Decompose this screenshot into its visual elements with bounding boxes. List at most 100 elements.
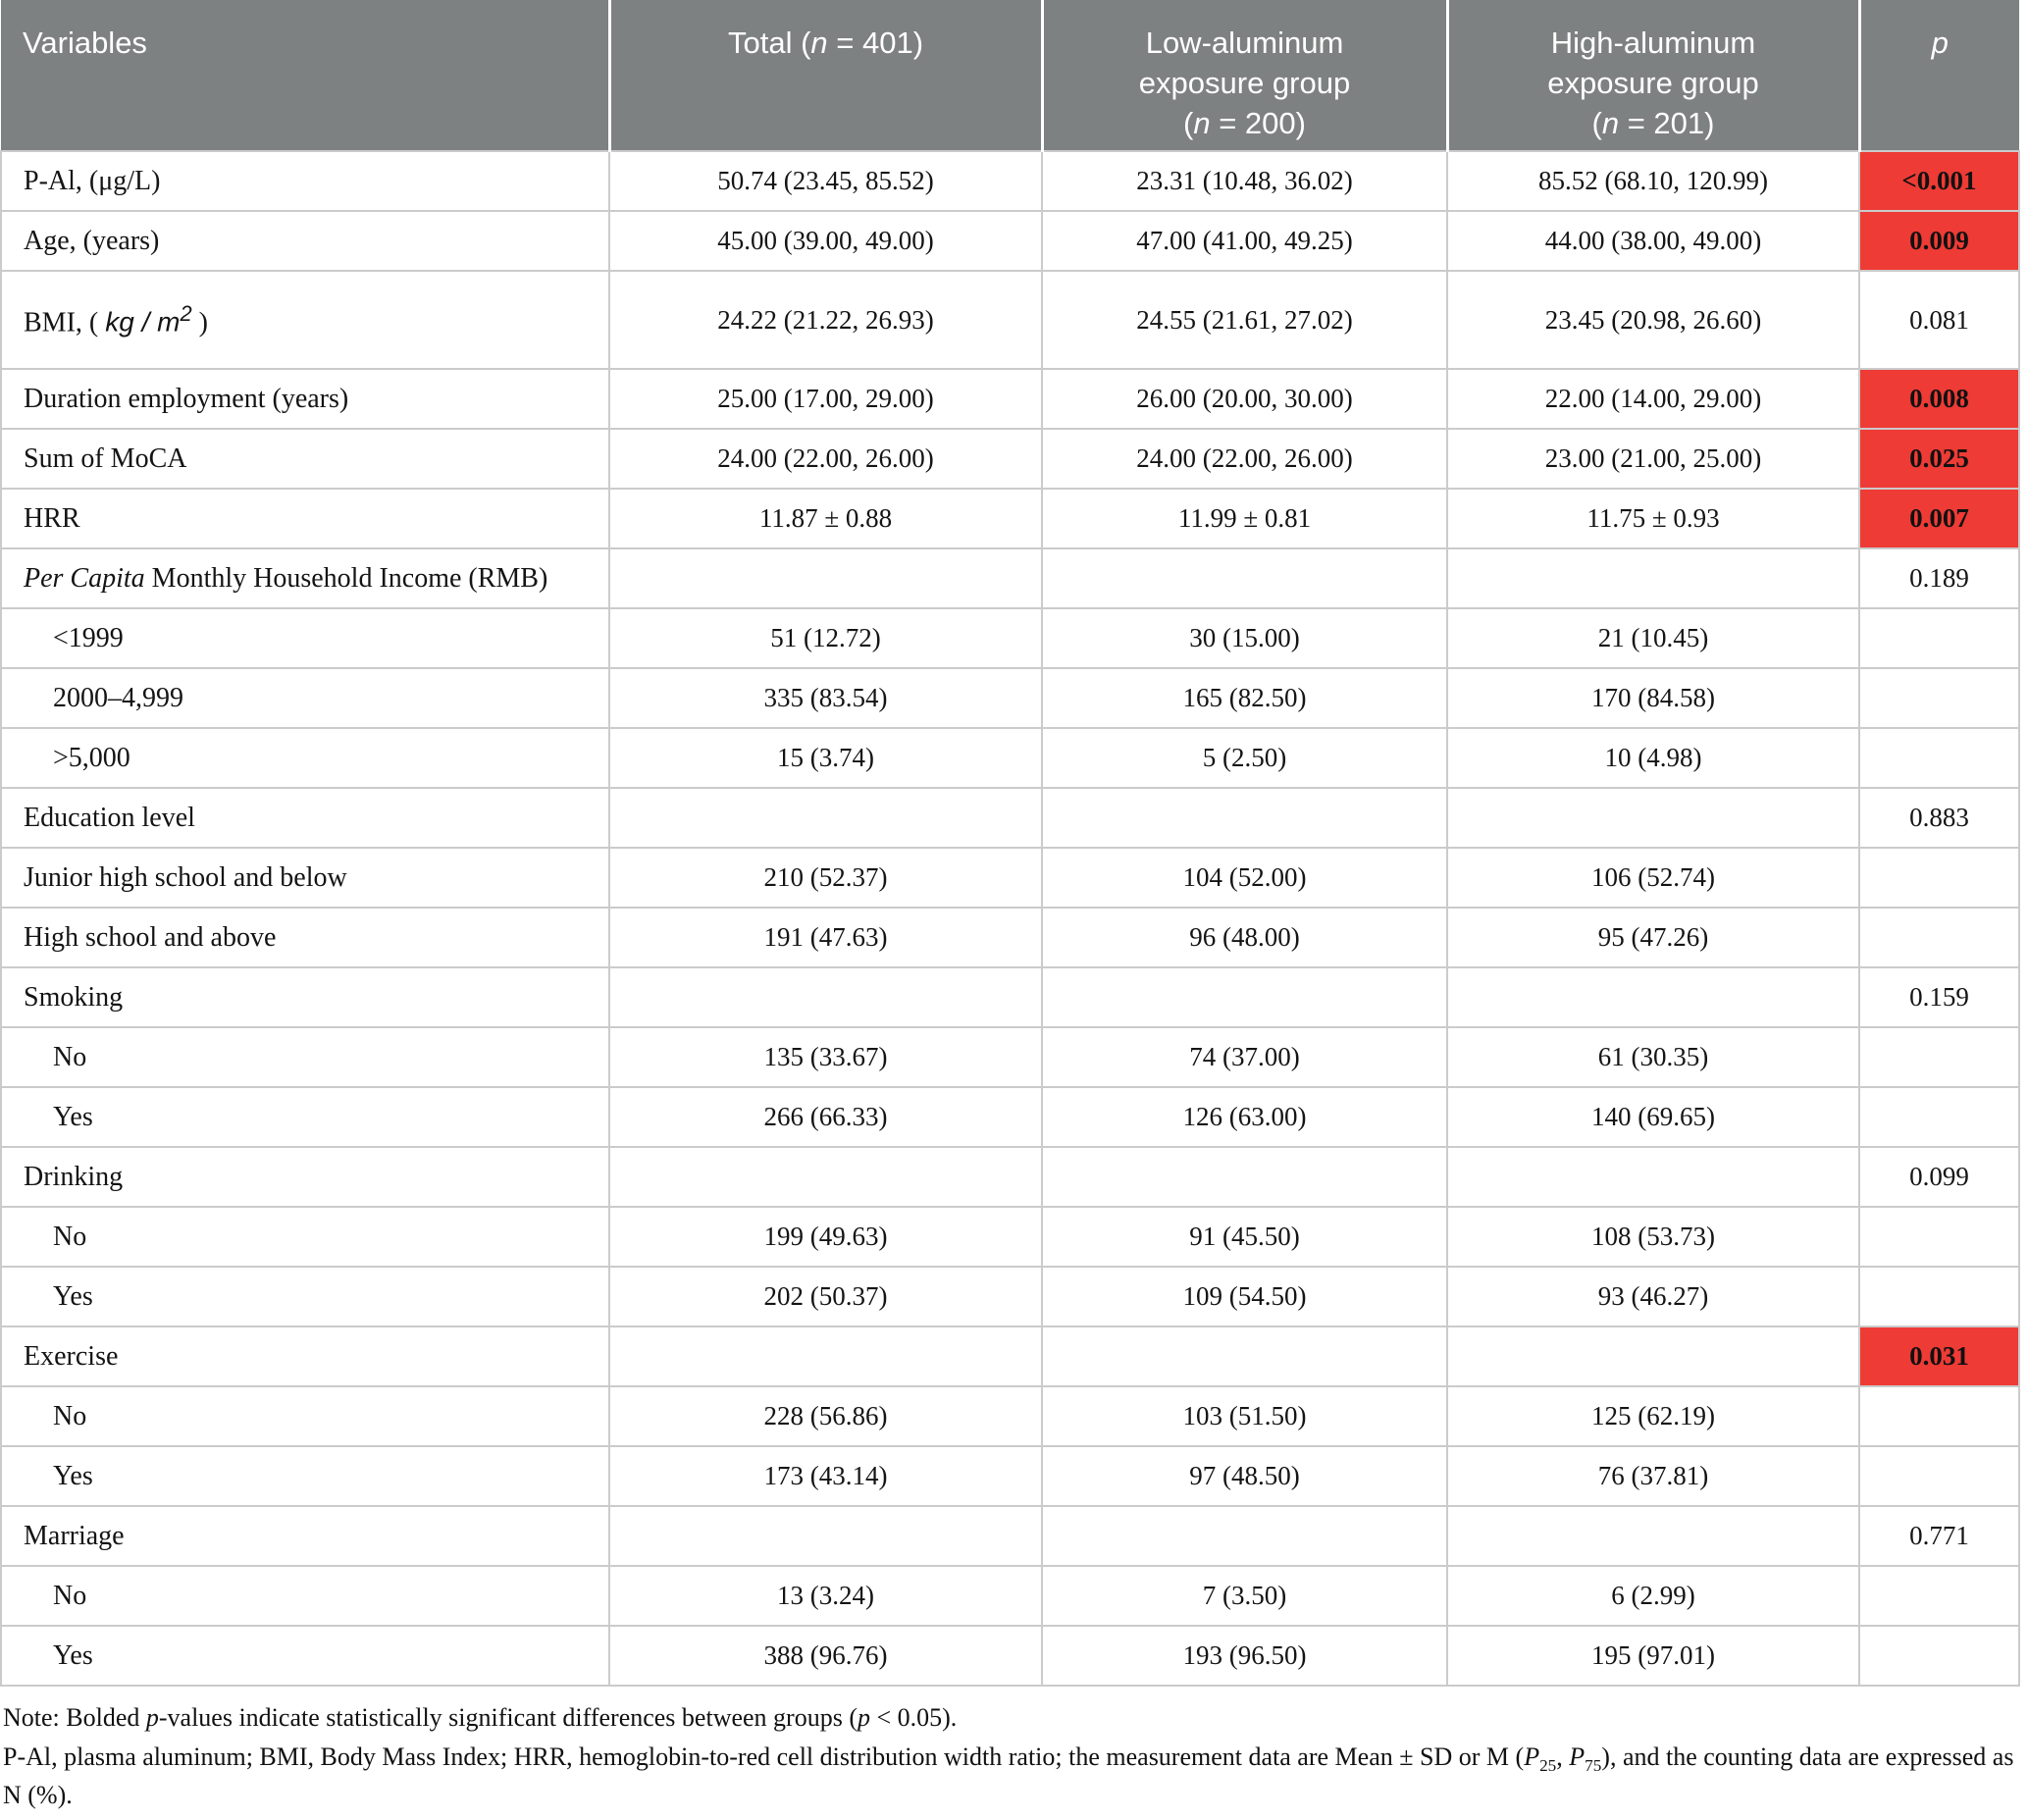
low-group-cell	[1041, 1326, 1448, 1387]
high-group-cell: 195 (97.01)	[1446, 1625, 1860, 1687]
table-row: No 228 (56.86) 103 (51.50) 125 (62.19)	[0, 1385, 2020, 1447]
table-row: Per Capita Monthly Household Income (RMB…	[0, 547, 2020, 609]
low-group-cell: 109 (54.50)	[1041, 1266, 1448, 1327]
row-label: HRR	[0, 488, 610, 549]
table-notes: Note: Bolded p-values indicate statistic…	[0, 1687, 2028, 1814]
p-value-cell	[1858, 1445, 2020, 1507]
low-group-cell: 193 (96.50)	[1041, 1625, 1448, 1687]
row-label: Yes	[0, 1266, 610, 1327]
table-row: Duration employment (years) 25.00 (17.00,…	[0, 368, 2020, 430]
total-cell: 202 (50.37)	[608, 1266, 1043, 1327]
low-group-cell: 24.55 (21.61, 27.02)	[1041, 270, 1448, 370]
table-row: HRR 11.87 ± 0.88 11.99 ± 0.81 11.75 ± 0.93 0…	[0, 488, 2020, 549]
high-group-cell: 44.00 (38.00, 49.00)	[1446, 210, 1860, 272]
table-row: <1999 51 (12.72) 30 (15.00) 21 (10.45)	[0, 607, 2020, 669]
high-group-cell: 106 (52.74)	[1446, 847, 1860, 909]
table-row: No 199 (49.63) 91 (45.50) 108 (53.73)	[0, 1206, 2020, 1268]
low-group-cell: 24.00 (22.00, 26.00)	[1041, 428, 1448, 490]
total-cell: 266 (66.33)	[608, 1086, 1043, 1148]
table-row: Smoking 0.159	[0, 966, 2020, 1028]
row-label: Age, (years)	[0, 210, 610, 272]
low-group-cell: 97 (48.50)	[1041, 1445, 1448, 1507]
total-cell: 335 (83.54)	[608, 667, 1043, 729]
high-group-cell: 93 (46.27)	[1446, 1266, 1860, 1327]
p-value-cell	[1858, 1266, 2020, 1327]
low-group-cell: 5 (2.50)	[1041, 727, 1448, 789]
high-group-cell: 85.52 (68.10, 120.99)	[1446, 150, 1860, 212]
table-row: Education level 0.883	[0, 787, 2020, 849]
low-group-cell: 26.00 (20.00, 30.00)	[1041, 368, 1448, 430]
total-cell	[608, 1326, 1043, 1387]
p-value-cell: 0.099	[1858, 1146, 2020, 1208]
high-group-cell: 140 (69.65)	[1446, 1086, 1860, 1148]
p-value-cell	[1858, 1565, 2020, 1627]
total-cell: 199 (49.63)	[608, 1206, 1043, 1268]
p-value-cell	[1858, 1206, 2020, 1268]
total-cell: 135 (33.67)	[608, 1026, 1043, 1088]
high-group-cell	[1446, 547, 1860, 609]
high-group-cell	[1446, 787, 1860, 849]
high-group-cell: 21 (10.45)	[1446, 607, 1860, 669]
low-group-cell	[1041, 966, 1448, 1028]
p-value-cell	[1858, 1385, 2020, 1447]
high-group-cell	[1446, 1146, 1860, 1208]
high-group-cell: 76 (37.81)	[1446, 1445, 1860, 1507]
row-label: High school and above	[0, 907, 610, 968]
high-group-cell: 10 (4.98)	[1446, 727, 1860, 789]
table-row: Marriage 0.771	[0, 1505, 2020, 1567]
table-body: P-Al, (μg/L) 50.74 (23.45, 85.52) 23.31 (1…	[0, 150, 2020, 1687]
p-value-cell: 0.883	[1858, 787, 2020, 849]
header-high-aluminum-group: High-aluminum exposure group (n = 201)	[1445, 0, 1859, 151]
table-row: Yes 173 (43.14) 97 (48.50) 76 (37.81)	[0, 1445, 2020, 1507]
row-label: Yes	[0, 1625, 610, 1687]
p-value-cell: 0.009	[1858, 210, 2020, 272]
note-abbreviations: P-Al, plasma aluminum; BMI, Body Mass In…	[3, 1742, 2014, 1810]
table-row: Age, (years) 45.00 (39.00, 49.00) 47.00 (4…	[0, 210, 2020, 272]
p-value-cell	[1858, 607, 2020, 669]
header-variables: Variables	[1, 0, 609, 151]
high-group-cell: 23.45 (20.98, 26.60)	[1446, 270, 1860, 370]
high-group-cell: 11.75 ± 0.93	[1446, 488, 1860, 549]
p-value-cell	[1858, 847, 2020, 909]
p-value-cell	[1858, 667, 2020, 729]
baseline-characteristics-table: Variables Total (n = 401) Low-aluminum e…	[0, 0, 2020, 1687]
row-label: >5,000	[0, 727, 610, 789]
high-group-cell	[1446, 1326, 1860, 1387]
p-value-cell: 0.081	[1858, 270, 2020, 370]
low-group-cell: 165 (82.50)	[1041, 667, 1448, 729]
table-row: Junior high school and below 210 (52.37) 1…	[0, 847, 2020, 909]
row-label: P-Al, (μg/L)	[0, 150, 610, 212]
low-group-cell: 11.99 ± 0.81	[1041, 488, 1448, 549]
row-label: No	[0, 1206, 610, 1268]
total-cell: 191 (47.63)	[608, 907, 1043, 968]
table-row: Yes 388 (96.76) 193 (96.50) 195 (97.01)	[0, 1625, 2020, 1687]
p-value-cell: <0.001	[1858, 150, 2020, 212]
table-row: >5,000 15 (3.74) 5 (2.50) 10 (4.98)	[0, 727, 2020, 789]
low-group-cell: 91 (45.50)	[1041, 1206, 1448, 1268]
table-row: Yes 202 (50.37) 109 (54.50) 93 (46.27)	[0, 1266, 2020, 1327]
row-label: Smoking	[0, 966, 610, 1028]
p-value-cell: 0.159	[1858, 966, 2020, 1028]
row-label: Junior high school and below	[0, 847, 610, 909]
table-row: Drinking 0.099	[0, 1146, 2020, 1208]
total-cell	[608, 1146, 1043, 1208]
total-cell	[608, 966, 1043, 1028]
total-cell: 210 (52.37)	[608, 847, 1043, 909]
row-label: BMI, ( kg / m2 )	[0, 270, 610, 370]
header-row: Variables Total (n = 401) Low-aluminum e…	[1, 0, 2019, 151]
p-value-cell: 0.008	[1858, 368, 2020, 430]
row-label: Per Capita Monthly Household Income (RMB…	[0, 547, 610, 609]
total-cell: 13 (3.24)	[608, 1565, 1043, 1627]
table-row: Exercise 0.031	[0, 1326, 2020, 1387]
low-group-cell	[1041, 787, 1448, 849]
total-cell	[608, 547, 1043, 609]
table-header: Variables Total (n = 401) Low-aluminum e…	[1, 0, 2019, 151]
row-label: 2000–4,999	[0, 667, 610, 729]
high-group-cell: 23.00 (21.00, 25.00)	[1446, 428, 1860, 490]
low-group-cell: 7 (3.50)	[1041, 1565, 1448, 1627]
note-significance: Note: Bolded p-values indicate statistic…	[3, 1703, 958, 1732]
table-row: P-Al, (μg/L) 50.74 (23.45, 85.52) 23.31 (1…	[0, 150, 2020, 212]
high-group-cell	[1446, 1505, 1860, 1567]
total-cell: 388 (96.76)	[608, 1625, 1043, 1687]
